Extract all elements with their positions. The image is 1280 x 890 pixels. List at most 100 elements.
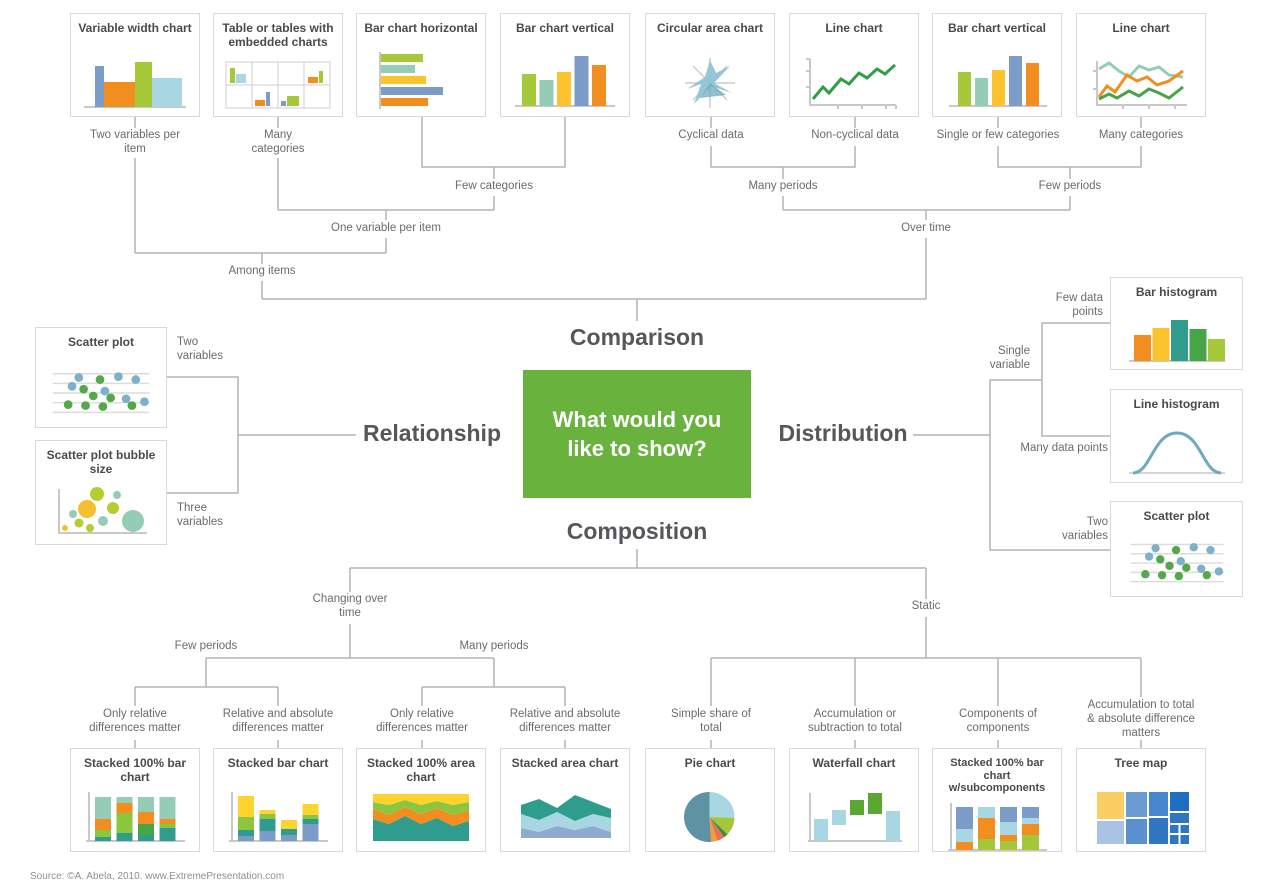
card-title: Pie chart xyxy=(684,756,736,770)
variable-width-chart-icon xyxy=(84,62,186,108)
label-over-time: Over time xyxy=(901,222,951,234)
card-line-chart-many: Line chart xyxy=(1076,13,1206,117)
label-few-periods-top: Few periods xyxy=(1038,180,1102,192)
label-many-categories-table: Many categories xyxy=(251,129,305,155)
label-many-data-points: Many data points xyxy=(1020,442,1108,454)
label-relative-absolute-2: Relative and absolute differences matter xyxy=(509,708,621,734)
section-comparison: Comparison xyxy=(569,324,705,350)
card-line-histogram: Line histogram xyxy=(1110,389,1243,483)
label-only-relative-1: Only relative differences matter xyxy=(89,708,181,734)
card-bar-chart-horizontal: Bar chart horizontal xyxy=(356,13,486,117)
label-components-of-components: Components of components xyxy=(959,708,1037,734)
stacked-100-area-chart-icon xyxy=(373,794,469,841)
card-title: Bar chart vertical xyxy=(947,21,1047,35)
label-static: Static xyxy=(911,600,941,612)
label-relative-absolute-1: Relative and absolute differences matter xyxy=(222,708,334,734)
card-table-embedded-charts: Table or tables with embedded charts xyxy=(213,13,343,117)
card-waterfall-chart: Waterfall chart xyxy=(789,748,919,852)
label-two-variables-distribution: Two variables xyxy=(1061,516,1108,542)
card-title: Bar histogram xyxy=(1135,285,1218,299)
central-question-box: What would you like to show? xyxy=(523,370,751,498)
label-few-data-points: Few data points xyxy=(1055,292,1103,318)
section-relationship: Relationship xyxy=(362,420,501,446)
stacked-100-bar-subcomponents-icon xyxy=(948,802,1047,851)
card-title: Stacked 100% bar chart w/subcomponents xyxy=(948,757,1046,795)
scatter-plot-icon xyxy=(1129,543,1224,583)
label-among-items: Among items xyxy=(228,265,296,277)
central-question-text: What would you like to show? xyxy=(552,406,722,461)
card-stacked-100-bar-chart: Stacked 100% bar chart xyxy=(70,748,200,852)
pie-chart-icon xyxy=(684,791,735,842)
card-variable-width-chart: Variable width chart xyxy=(70,13,200,117)
line-histogram-icon xyxy=(1128,431,1225,475)
card-title: Bar chart vertical xyxy=(515,21,615,35)
bar-chart-horizontal-icon xyxy=(379,52,443,109)
label-non-cyclical-data: Non-cyclical data xyxy=(811,129,899,141)
card-title: Scatter plot xyxy=(1143,509,1210,523)
label-three-variables: Three variables xyxy=(177,502,224,528)
card-title: Waterfall chart xyxy=(812,756,896,770)
label-many-periods-top: Many periods xyxy=(748,180,818,192)
stacked-bar-chart-icon xyxy=(229,792,328,842)
circular-area-chart-icon xyxy=(685,58,735,108)
card-title: Scatter plot xyxy=(67,335,134,349)
card-pie-chart: Pie chart xyxy=(645,748,775,852)
label-accumulation-subtraction: Accumulation or subtraction to total xyxy=(808,708,902,734)
bubble-chart-icon xyxy=(58,487,147,534)
label-many-periods: Many periods xyxy=(459,640,529,652)
card-title: Circular area chart xyxy=(656,21,764,35)
card-title: Stacked bar chart xyxy=(227,756,329,770)
label-simple-share-of-total: Simple share of total xyxy=(671,708,751,734)
card-stacked-100-area-chart: Stacked 100% area chart xyxy=(356,748,486,852)
label-many-categories-line: Many categories xyxy=(1098,129,1184,141)
card-title: Stacked 100% area chart xyxy=(366,756,476,784)
label-few-categories: Few categories xyxy=(455,180,533,192)
multi-line-chart-icon xyxy=(1093,61,1187,109)
card-scatter-plot-bubble: Scatter plot bubble size xyxy=(35,440,167,545)
label-only-relative-2: Only relative differences matter xyxy=(376,708,468,734)
bar-chart-vertical-icon xyxy=(949,56,1047,107)
table-embedded-charts-icon xyxy=(225,61,331,109)
card-title: Line chart xyxy=(825,21,883,35)
card-circular-area-chart: Circular area chart xyxy=(645,13,775,117)
card-scatter-plot: Scatter plot xyxy=(35,327,167,428)
section-composition: Composition xyxy=(566,518,708,544)
section-distribution: Distribution xyxy=(778,420,908,446)
card-title: Line histogram xyxy=(1133,397,1220,411)
card-title: Tree map xyxy=(1114,756,1168,770)
label-two-variables: Two variables xyxy=(177,336,224,362)
card-line-chart-noncyclical: Line chart xyxy=(789,13,919,117)
card-title: Scatter plot bubble size xyxy=(46,448,156,476)
card-stacked-100-bar-subcomponents: Stacked 100% bar chart w/subcomponents xyxy=(932,748,1062,852)
bar-chart-vertical-icon xyxy=(515,56,615,107)
tree-map-icon xyxy=(1097,792,1189,844)
card-title: Line chart xyxy=(1112,21,1170,35)
stacked-area-chart-icon xyxy=(521,795,611,838)
scatter-plot-icon xyxy=(52,372,150,414)
card-title: Stacked area chart xyxy=(511,756,619,770)
card-bar-chart-vertical-few: Bar chart vertical xyxy=(500,13,630,117)
label-one-variable-per-item: One variable per item xyxy=(331,222,441,234)
card-stacked-bar-chart: Stacked bar chart xyxy=(213,748,343,852)
card-bar-chart-vertical-single: Bar chart vertical xyxy=(932,13,1062,117)
card-tree-map: Tree map xyxy=(1076,748,1206,852)
card-scatter-plot-distribution: Scatter plot xyxy=(1110,501,1243,597)
card-title: Table or tables with embedded charts xyxy=(222,21,334,49)
waterfall-chart-icon xyxy=(808,793,902,842)
source-credit: Source: ©A. Abela, 2010. www.ExtremePres… xyxy=(30,871,285,882)
bar-histogram-icon xyxy=(1128,320,1225,362)
label-single-or-few-categories: Single or few categories xyxy=(936,129,1060,141)
label-few-periods: Few periods xyxy=(174,640,238,652)
card-stacked-area-chart: Stacked area chart xyxy=(500,748,630,852)
label-single-variable: Single variable xyxy=(989,345,1030,371)
line-chart-icon xyxy=(806,58,897,109)
label-accumulation-to-total: Accumulation to total & absolute differe… xyxy=(1087,699,1195,739)
card-title: Stacked 100% bar chart xyxy=(83,756,187,784)
label-changing-over-time: Changing over time xyxy=(312,593,388,619)
card-title: Variable width chart xyxy=(78,21,192,35)
label-two-variables-per-item: Two variables per item xyxy=(89,129,181,155)
card-title: Bar chart horizontal xyxy=(364,21,478,35)
stacked-100-bar-chart-icon xyxy=(86,792,185,842)
card-bar-histogram: Bar histogram xyxy=(1110,277,1243,370)
